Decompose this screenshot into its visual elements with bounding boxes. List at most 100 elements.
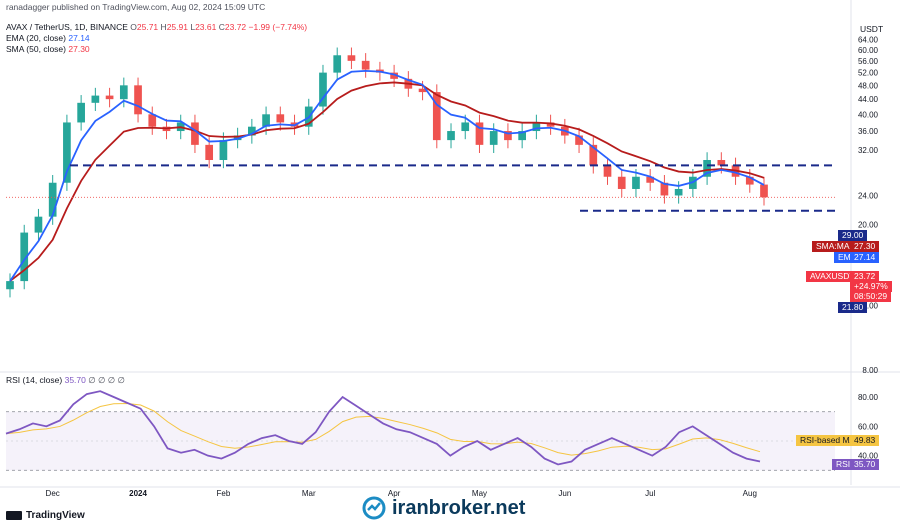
- candle: [703, 160, 711, 177]
- ema-20-line: [9, 70, 765, 282]
- candle: [717, 160, 726, 166]
- rsi-line: [5, 390, 761, 466]
- symbol-legend: AVAX / TetherUS, 1D, BINANCE O25.71 H25.…: [6, 22, 308, 32]
- sma-50-line: [9, 81, 765, 282]
- price-tick-label: 48.00: [858, 81, 879, 90]
- candle: [432, 92, 441, 141]
- candle: [119, 85, 128, 100]
- candle: [504, 131, 512, 141]
- ema-tag: EMA: [834, 252, 861, 263]
- candle: [219, 140, 228, 161]
- candle: [105, 95, 114, 100]
- candle: [148, 114, 157, 127]
- rsi-tick-label: 40.00: [858, 452, 879, 461]
- candle: [461, 122, 470, 132]
- time-tick-label: Feb: [216, 489, 230, 498]
- currency-label: USDT: [860, 24, 884, 34]
- tv-icon: [6, 511, 22, 520]
- time-tick-label: Jul: [645, 489, 655, 498]
- price-tag: 23.72: [850, 271, 880, 282]
- ema-legend: EMA (20, close) 27.14: [6, 33, 90, 43]
- candle: [447, 131, 455, 141]
- candle: [319, 72, 327, 107]
- time-tick-label: May: [472, 489, 487, 498]
- timer-tag: 08:50:29: [850, 291, 892, 302]
- symbol-name: AVAX / TetherUS, 1D, BINANCE: [6, 22, 128, 32]
- candle: [518, 131, 526, 141]
- rsi-tag: RSI: [832, 459, 855, 470]
- candle: [347, 55, 356, 61]
- candle: [532, 122, 541, 132]
- price-tick-label: 12.00: [858, 302, 879, 311]
- price-tick-label: 64.00: [858, 36, 879, 45]
- candle: [134, 85, 142, 115]
- price-tick-label: 36.00: [858, 127, 879, 136]
- pct-tag: +24.97%: [850, 281, 892, 292]
- time-tick-label: Apr: [388, 489, 401, 498]
- price-tick-label: 60.00: [858, 46, 879, 55]
- sma-legend: SMA (50, close) 27.30: [6, 44, 90, 54]
- candle: [646, 176, 655, 183]
- tradingview-logo: TradingView: [6, 510, 85, 521]
- symbol-tag: AVAXUSDT: [806, 271, 859, 282]
- level-high-tag: 29.00: [838, 230, 868, 241]
- candle: [760, 184, 768, 198]
- candle: [333, 55, 342, 73]
- price-tick-label: 20.00: [858, 220, 879, 229]
- rsi-band-fill: [6, 411, 835, 471]
- price-tick-label: 24.00: [858, 191, 879, 200]
- candle: [745, 176, 754, 185]
- candle: [632, 176, 640, 189]
- sma-value-tag: 27.30: [850, 241, 880, 252]
- rsi-tick-label: 80.00: [858, 393, 879, 402]
- watermark: iranbroker.net: [362, 496, 525, 520]
- candle: [489, 131, 498, 145]
- watermark-icon: [362, 496, 386, 520]
- candle: [191, 122, 199, 145]
- price-tick-label: 8.00: [862, 366, 878, 375]
- price-tick-label: 40.00: [858, 110, 879, 119]
- rsi-tick-label: 60.00: [858, 422, 879, 431]
- candle: [361, 60, 370, 70]
- time-tick-label: Aug: [743, 489, 757, 498]
- candle: [276, 114, 285, 123]
- rsi-legend: RSI (14, close) 35.70 ∅ ∅ ∅ ∅: [6, 375, 125, 385]
- level-low-tag: 21.80: [838, 302, 868, 313]
- ema-value-tag: 27.14: [850, 252, 880, 263]
- candle: [475, 122, 484, 145]
- publisher-line: ranadagger published on TradingView.com,…: [6, 2, 266, 12]
- candle: [674, 188, 683, 196]
- candle: [660, 182, 669, 196]
- candle: [20, 232, 29, 282]
- sma-tag: SMA:MA: [812, 241, 854, 252]
- candle: [617, 176, 626, 189]
- candle: [248, 126, 256, 136]
- time-tick-label: Dec: [46, 489, 60, 498]
- time-tick-label: Jun: [558, 489, 571, 498]
- candle: [48, 182, 57, 217]
- price-tick-label: 52.00: [858, 69, 879, 78]
- candle: [205, 144, 214, 161]
- time-tick-label: 2024: [129, 489, 147, 498]
- candle: [262, 114, 270, 127]
- price-tick-label: 32.00: [858, 146, 879, 155]
- price-tick-label: 44.00: [858, 95, 879, 104]
- candle: [34, 216, 43, 233]
- candle: [390, 72, 398, 79]
- candle: [63, 122, 71, 183]
- candle: [546, 122, 555, 127]
- rsi-value-tag: 35.70: [850, 459, 880, 470]
- candle: [589, 144, 598, 166]
- candle: [603, 165, 612, 177]
- rsi-ma-tag: RSI-based MA: [796, 435, 860, 446]
- time-tick-label: Mar: [302, 489, 316, 498]
- candle: [91, 95, 100, 103]
- candle: [77, 102, 85, 123]
- candles-group: [6, 47, 768, 298]
- candle: [418, 88, 427, 93]
- price-tick-label: 56.00: [858, 57, 879, 66]
- rsi-ma-value-tag: 49.83: [850, 435, 880, 446]
- candle: [6, 281, 14, 290]
- candle: [575, 135, 583, 145]
